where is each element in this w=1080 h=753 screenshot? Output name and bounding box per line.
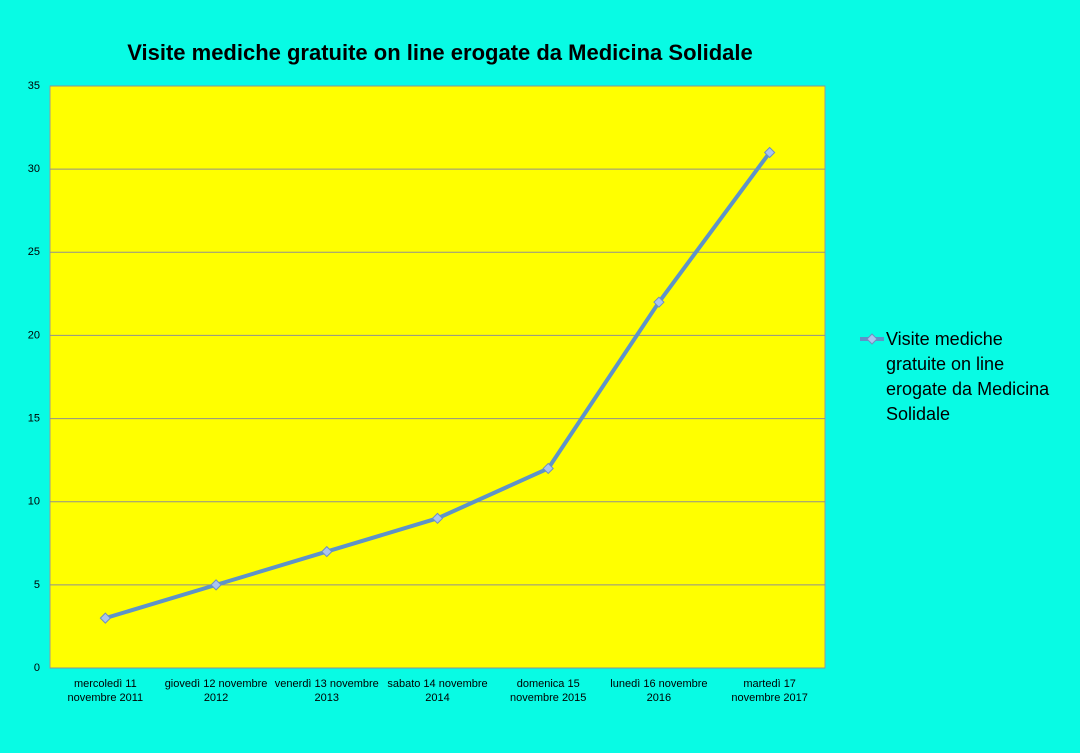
legend-marker bbox=[866, 333, 878, 345]
legend-label: Visite mediche gratuite on line erogate … bbox=[886, 329, 1050, 424]
data-point bbox=[210, 579, 222, 591]
x-tick-label: giovedì 12 novembre 2012 bbox=[164, 678, 268, 704]
x-tick-label: lunedì 16 novembre 2016 bbox=[610, 678, 708, 704]
chart-title: Visite mediche gratuite on line erogate … bbox=[127, 40, 753, 65]
x-tick-label: martedì 17 novembre 2017 bbox=[731, 678, 808, 704]
plot-area bbox=[49, 85, 826, 669]
data-point bbox=[321, 545, 333, 558]
x-tick-label: mercoledì 11 novembre 2011 bbox=[67, 678, 144, 704]
data-point bbox=[542, 462, 554, 475]
y-tick-label: 0 bbox=[34, 662, 40, 674]
y-tick-label: 10 bbox=[28, 496, 40, 508]
x-tick-label: domenica 15 novembre 2015 bbox=[509, 678, 587, 704]
data-point bbox=[431, 512, 444, 525]
data-point bbox=[653, 296, 665, 308]
data-point bbox=[763, 146, 776, 159]
y-tick-label: 25 bbox=[28, 246, 40, 258]
data-point bbox=[99, 612, 112, 624]
y-tick-label: 20 bbox=[28, 329, 40, 341]
y-tick-label: 35 bbox=[28, 80, 40, 92]
x-tick-label: sabato 14 novembre 2014 bbox=[387, 678, 488, 704]
y-tick-label: 15 bbox=[28, 412, 40, 424]
y-tick-label: 30 bbox=[28, 163, 40, 175]
x-tick-label: venerdì 13 novembre 2013 bbox=[274, 678, 379, 704]
y-tick-label: 5 bbox=[34, 579, 40, 591]
